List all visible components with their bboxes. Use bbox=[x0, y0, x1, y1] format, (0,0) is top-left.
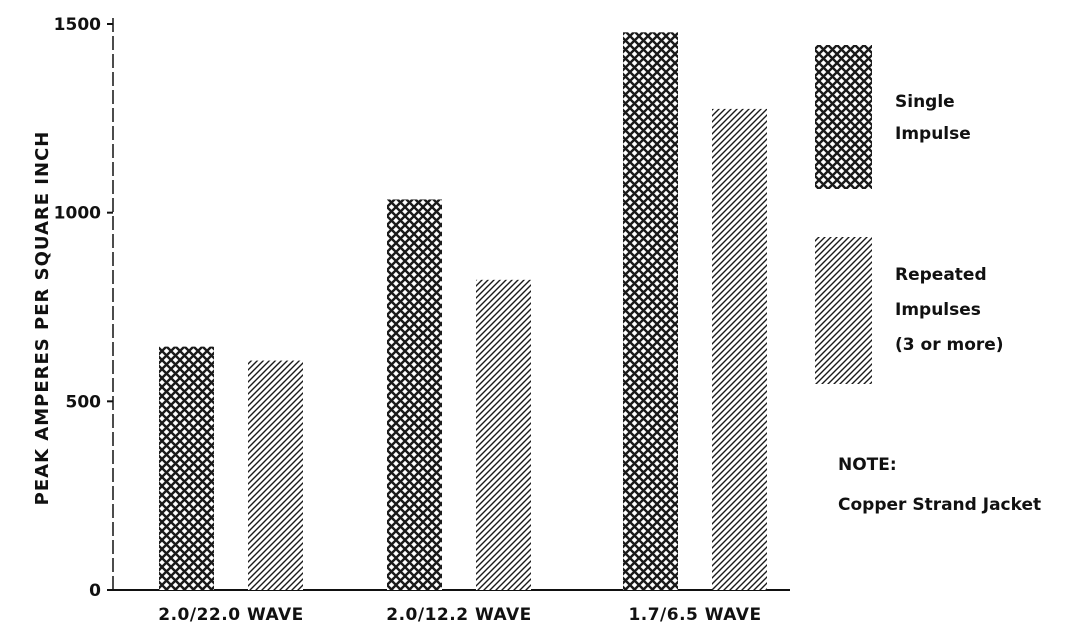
bar-single-impulse bbox=[159, 346, 214, 590]
y-tick-label: 0 bbox=[89, 581, 101, 601]
note: NOTE: Copper Strand Jacket bbox=[838, 455, 1041, 515]
y-tick-label: 500 bbox=[66, 392, 102, 412]
bars-group bbox=[159, 32, 767, 591]
legend: Single Impulse Repeated Impulses (3 or m… bbox=[815, 45, 1004, 384]
x-category-label: 1.7/6.5 WAVE bbox=[628, 605, 761, 625]
y-tick-label: 1000 bbox=[54, 204, 101, 224]
bar-single-impulse bbox=[623, 32, 678, 591]
y-axis-label: PEAK AMPERES PER SQUARE INCH bbox=[32, 131, 53, 506]
x-category-label: 2.0/12.2 WAVE bbox=[386, 605, 531, 625]
legend-swatch-single-impulse bbox=[815, 45, 872, 189]
legend-line: Impulse bbox=[895, 124, 971, 144]
legend-line: (3 or more) bbox=[895, 335, 1004, 355]
legend-swatch-repeated-impulses bbox=[815, 237, 872, 384]
note-text: Copper Strand Jacket bbox=[838, 495, 1041, 515]
category-labels-group: 2.0/22.0 WAVE 2.0/12.2 WAVE 1.7/6.5 WAVE bbox=[158, 605, 761, 625]
legend-line: Repeated bbox=[895, 265, 987, 285]
x-category-label: 2.0/22.0 WAVE bbox=[158, 605, 303, 625]
legend-label-repeated-impulses: Repeated Impulses (3 or more) bbox=[895, 265, 1004, 355]
legend-line: Impulses bbox=[895, 300, 981, 320]
axes bbox=[112, 18, 790, 591]
y-ticks-group: 0 500 1000 1500 bbox=[54, 15, 113, 601]
note-heading: NOTE: bbox=[838, 455, 897, 475]
y-tick-label: 1500 bbox=[54, 15, 101, 35]
legend-label-single-impulse: Single Impulse bbox=[895, 92, 971, 144]
legend-line: Single bbox=[895, 92, 955, 112]
bar-repeated-impulses bbox=[712, 108, 767, 591]
bar-repeated-impulses bbox=[248, 360, 303, 590]
bar-repeated-impulses bbox=[476, 279, 531, 590]
bar-single-impulse bbox=[387, 199, 442, 590]
